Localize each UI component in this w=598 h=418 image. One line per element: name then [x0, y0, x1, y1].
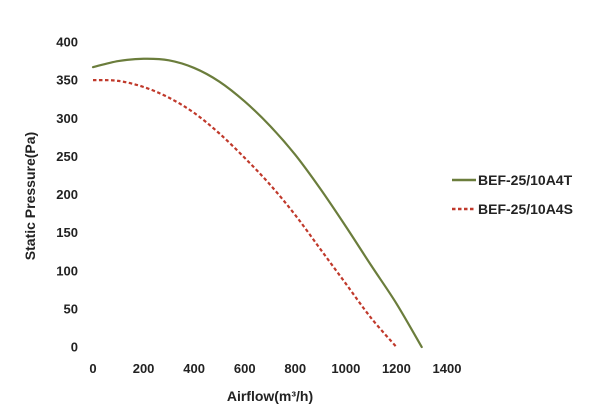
x-axis-ticks: 0 200 400 600 800 1000 1200 1400 [89, 361, 461, 376]
y-tick-label: 0 [71, 340, 78, 355]
y-axis-ticks: 0 50 100 150 200 250 300 350 400 [56, 35, 78, 355]
x-tick-label: 200 [133, 361, 155, 376]
legend: BEF-25/10A4T BEF-25/10A4S [452, 172, 573, 217]
legend-label-1: BEF-25/10A4T [478, 172, 573, 188]
y-tick-label: 50 [64, 301, 78, 316]
x-tick-label: 1200 [382, 361, 411, 376]
y-tick-label: 300 [56, 111, 78, 126]
series-line-2 [92, 79, 398, 348]
legend-label-2: BEF-25/10A4S [478, 201, 573, 217]
x-tick-label: 1400 [433, 361, 462, 376]
x-tick-label: 800 [284, 361, 306, 376]
x-tick-label: 1000 [331, 361, 360, 376]
y-tick-label: 100 [56, 263, 78, 278]
series-lines [91, 57, 423, 349]
y-axis-title: Static Pressure(Pa) [22, 132, 38, 260]
series-line-1 [91, 57, 423, 349]
y-tick-label: 400 [56, 35, 78, 50]
x-axis-title: Airflow(m³/h) [227, 388, 313, 404]
y-tick-label: 150 [56, 225, 78, 240]
y-tick-label: 250 [56, 149, 78, 164]
y-tick-label: 200 [56, 187, 78, 202]
y-tick-label: 350 [56, 73, 78, 88]
x-tick-label: 600 [234, 361, 256, 376]
x-tick-label: 400 [183, 361, 205, 376]
x-tick-label: 0 [89, 361, 96, 376]
